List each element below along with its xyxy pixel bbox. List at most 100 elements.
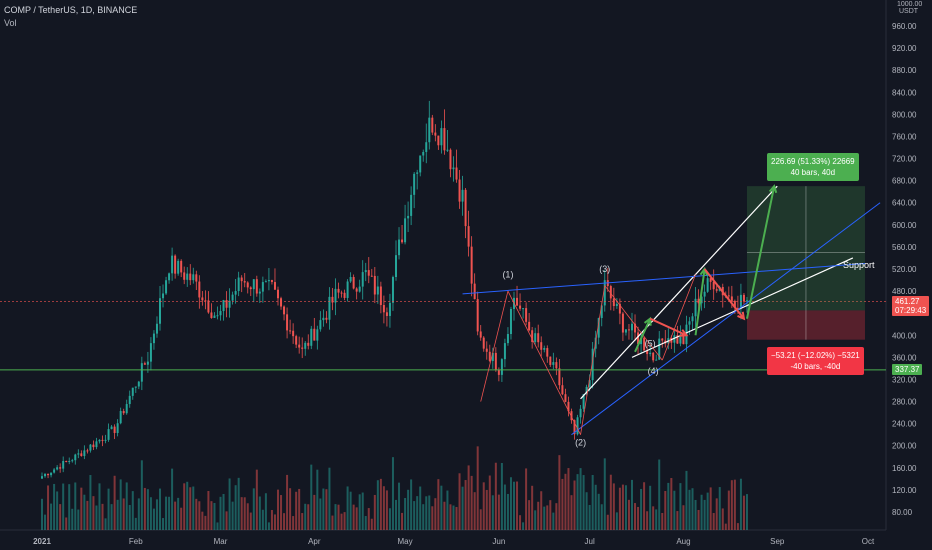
volume-bar [307,504,310,530]
volume-bar [643,482,646,530]
candle-body [688,321,691,325]
volume-bar [670,478,673,530]
candle-body [65,461,68,463]
volume-bar [225,511,228,530]
volume-bar [385,490,388,530]
candle-body [715,289,718,291]
symbol-title[interactable]: COMP / TetherUS, 1D, BINANCE [4,5,138,15]
candle-body [552,362,555,365]
volume-bar [119,479,122,530]
volume-bar [201,511,204,530]
volume-bar [280,495,283,530]
volume-bar [395,499,397,530]
volume-bar [316,469,319,530]
volume-bar [231,501,234,530]
arrow-up-target [745,185,776,319]
candle-body [286,314,289,331]
volume-bar [361,492,364,530]
volume-bar [585,492,588,530]
candle-body [204,300,207,302]
volume-bar [301,513,304,530]
volume-bar [186,481,189,530]
price-tick-label: 800.00 [892,110,917,119]
candle-body [310,328,313,346]
candle-body [561,385,564,395]
volume-bar [497,494,500,530]
stop-info-box[interactable]: −53.21 (−12.02%) −5321 -40 bars, -40d [767,347,864,375]
volume-bar [531,485,534,530]
volume-bar [739,478,742,530]
candle-body [446,149,449,151]
candle-body [186,273,189,280]
volume-bar [382,486,385,530]
volume-bar [742,495,745,530]
candle-body [488,351,491,362]
volume-bar [624,485,627,530]
volume-bar [679,483,682,530]
volume-bar [413,501,416,530]
candle-body [537,333,540,343]
volume-bar [458,473,461,530]
time-label: Apr [308,537,321,546]
volume-bar [376,480,379,530]
candle-body [304,342,307,349]
candle-body [609,286,612,299]
target-info-box[interactable]: 226.69 (51.33%) 22669 40 bars, 40d [767,153,859,181]
candle-body [404,218,407,243]
candle-body [376,286,379,295]
volume-bar [519,515,522,530]
candle-body [201,297,204,301]
candle-body [56,467,59,470]
volume-bar [603,458,606,530]
volume-bar [168,496,171,530]
candle-body [101,439,104,441]
candle-body [322,317,325,321]
volume-bar [289,488,292,530]
candle-body [313,328,316,341]
volume-bar [252,488,255,530]
volume-bar [180,507,183,530]
volume-bar [546,505,549,530]
candle-body [249,287,252,290]
volume-bar [140,460,143,530]
candle-body [624,329,627,333]
volume-bar [331,515,334,530]
candle-body [694,298,697,317]
volume-bar [440,485,443,530]
candle-body [682,335,685,345]
volume-bar [467,465,470,530]
volume-bar [367,508,370,530]
candle-body [316,329,319,341]
volume-bar [682,505,685,530]
volume-bar [65,517,68,530]
volume-bar [261,509,264,530]
candle-body [431,117,434,133]
candle-body [80,453,83,457]
volume-bar [122,498,125,530]
candle-body [77,453,80,455]
candle-body [349,276,352,282]
volume-bar [667,482,670,530]
candle-body [443,128,446,151]
candle-body [506,334,509,344]
candle-body [634,323,637,333]
candle-body [343,292,346,298]
volume-bar [352,504,355,530]
candle-body [89,444,92,451]
volume-bar [727,490,730,530]
candle-body [673,335,676,343]
volume-bar [673,490,676,530]
volume-bar [516,481,519,530]
candle-body [546,348,549,357]
candle-body [491,352,494,362]
price-tick-label: 760.00 [892,132,917,141]
candle-body [382,305,385,313]
candle-body [585,386,588,395]
candle-body [419,155,422,173]
volume-bar [286,474,289,530]
volume-bar [162,518,165,530]
volume-bar [522,522,525,530]
volume-bar [47,485,50,530]
candle-body [388,302,391,316]
